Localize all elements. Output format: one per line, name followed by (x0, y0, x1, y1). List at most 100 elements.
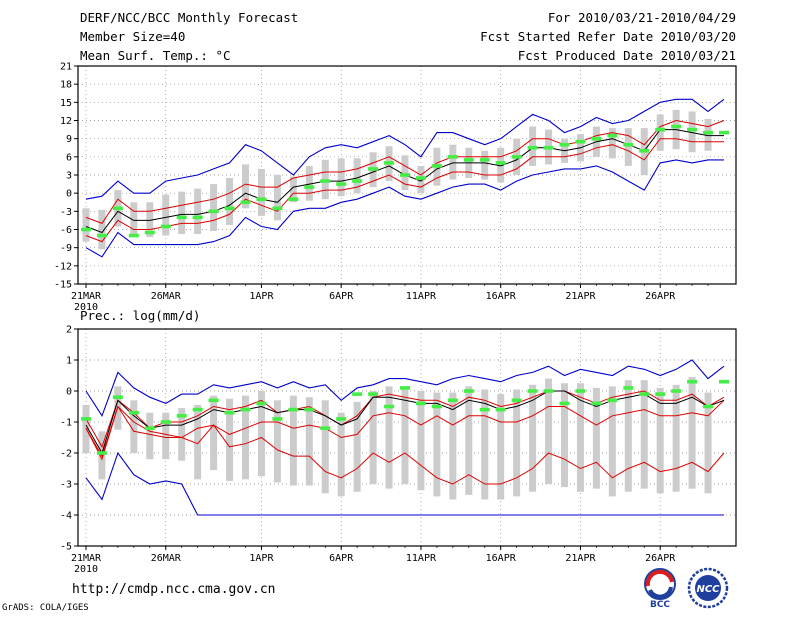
obs-marker (527, 389, 538, 393)
lower-line (85, 138, 724, 243)
spread-box (592, 387, 600, 489)
x-year-label: 2010 (74, 302, 98, 313)
min-line (85, 451, 724, 516)
spread-box (353, 158, 361, 194)
obs-marker (415, 401, 426, 406)
forecast-produced-date: Fcst Produced Date 2010/03/21 (517, 48, 736, 63)
y-tick-label: -9 (60, 243, 72, 254)
spread-box (513, 389, 521, 497)
spread-box (529, 384, 537, 492)
obs-marker (431, 404, 442, 409)
spread-box (497, 147, 505, 183)
x-tick-label: 26APR (645, 553, 676, 564)
obs-marker (447, 155, 458, 159)
y-tick-label: -3 (60, 480, 72, 491)
forecast-start-date: Fcst Started Refer Date 2010/03/20 (480, 29, 736, 44)
spread-box (449, 144, 457, 180)
x-tick-label: 16APR (486, 553, 517, 564)
x-tick-label: 26MAR (151, 291, 182, 302)
spread-box (194, 404, 202, 480)
spread-box (146, 412, 154, 460)
y-tick-label: -5 (60, 542, 72, 553)
spread-box (704, 118, 712, 151)
obs-marker (495, 407, 506, 412)
obs-marker (543, 389, 554, 393)
obs-marker (607, 133, 618, 138)
chart-title: DERF/NCC/BCC Monthly Forecast (80, 10, 299, 25)
obs-marker (511, 155, 522, 159)
prec-label: Prec.: log(mm/d) (80, 308, 201, 323)
obs-marker (160, 224, 171, 229)
obs-marker (384, 404, 395, 409)
spread-box (624, 128, 632, 166)
x-tick-label: 11APR (406, 291, 437, 302)
obs-marker (176, 215, 187, 220)
spread-box (465, 386, 473, 495)
obs-marker (671, 389, 682, 393)
spread-box (162, 412, 170, 460)
spread-box (369, 391, 377, 484)
ncc-logo: NCC (684, 566, 732, 610)
x-tick-label: 1APR (249, 291, 274, 302)
spread-box (337, 158, 345, 197)
obs-marker (128, 233, 139, 238)
obs-marker (463, 389, 474, 393)
x-tick-label: 21APR (565, 553, 596, 564)
spread-box (417, 391, 425, 491)
spread-box (608, 386, 616, 497)
obs-marker (527, 145, 538, 150)
y-tick-label: -3 (60, 207, 72, 218)
obs-marker (224, 206, 235, 211)
x-tick-label: 26MAR (151, 553, 182, 564)
spread-box (545, 378, 553, 484)
spread-box (656, 114, 664, 151)
spread-box (321, 400, 329, 494)
spread-box (640, 380, 648, 489)
obs-marker (687, 127, 698, 132)
spread-box (242, 395, 249, 480)
obs-marker (208, 398, 219, 403)
obs-marker (479, 407, 490, 412)
obs-marker (208, 209, 219, 214)
lower-line (85, 405, 725, 485)
y-tick-label: -1 (60, 418, 72, 429)
obs-marker (671, 124, 682, 129)
obs-marker (495, 161, 506, 165)
y-tick-label: -12 (54, 261, 72, 272)
obs-marker (639, 392, 650, 396)
x-tick-label: 21APR (565, 291, 596, 302)
x-tick-label: 1APR (249, 553, 274, 564)
obs-marker (575, 139, 586, 144)
obs-marker (288, 197, 299, 202)
y-tick-label: 15 (60, 98, 72, 109)
bcc-logo: BCC (640, 566, 680, 610)
y-tick-label: 3 (66, 171, 72, 182)
spread-box (226, 178, 234, 225)
y-tick-label: 18 (60, 80, 72, 91)
upper-line (85, 390, 725, 449)
obs-marker (400, 386, 410, 390)
spread-box (178, 408, 186, 461)
x-tick-label: 6APR (329, 291, 354, 302)
spread-box (481, 389, 489, 500)
variable-label: Mean Surf. Temp.: °C (80, 48, 231, 63)
spread-box (210, 184, 218, 232)
obs-marker (368, 392, 379, 396)
obs-marker (81, 417, 91, 421)
spread-box (226, 398, 234, 481)
obs-marker (431, 164, 442, 168)
max-line (85, 98, 725, 200)
spread-box (305, 397, 313, 486)
member-size: Member Size=40 (80, 29, 186, 44)
obs-marker (176, 414, 187, 418)
obs-marker (400, 173, 410, 177)
y-tick-label: -6 (60, 225, 72, 236)
spread-box (449, 392, 457, 500)
upper-line (85, 119, 725, 225)
obs-marker (81, 227, 91, 232)
spread-box (210, 395, 218, 471)
spread-box (688, 377, 696, 489)
y-tick-label: -4 (60, 511, 72, 522)
y-tick-label: 1 (66, 356, 72, 367)
